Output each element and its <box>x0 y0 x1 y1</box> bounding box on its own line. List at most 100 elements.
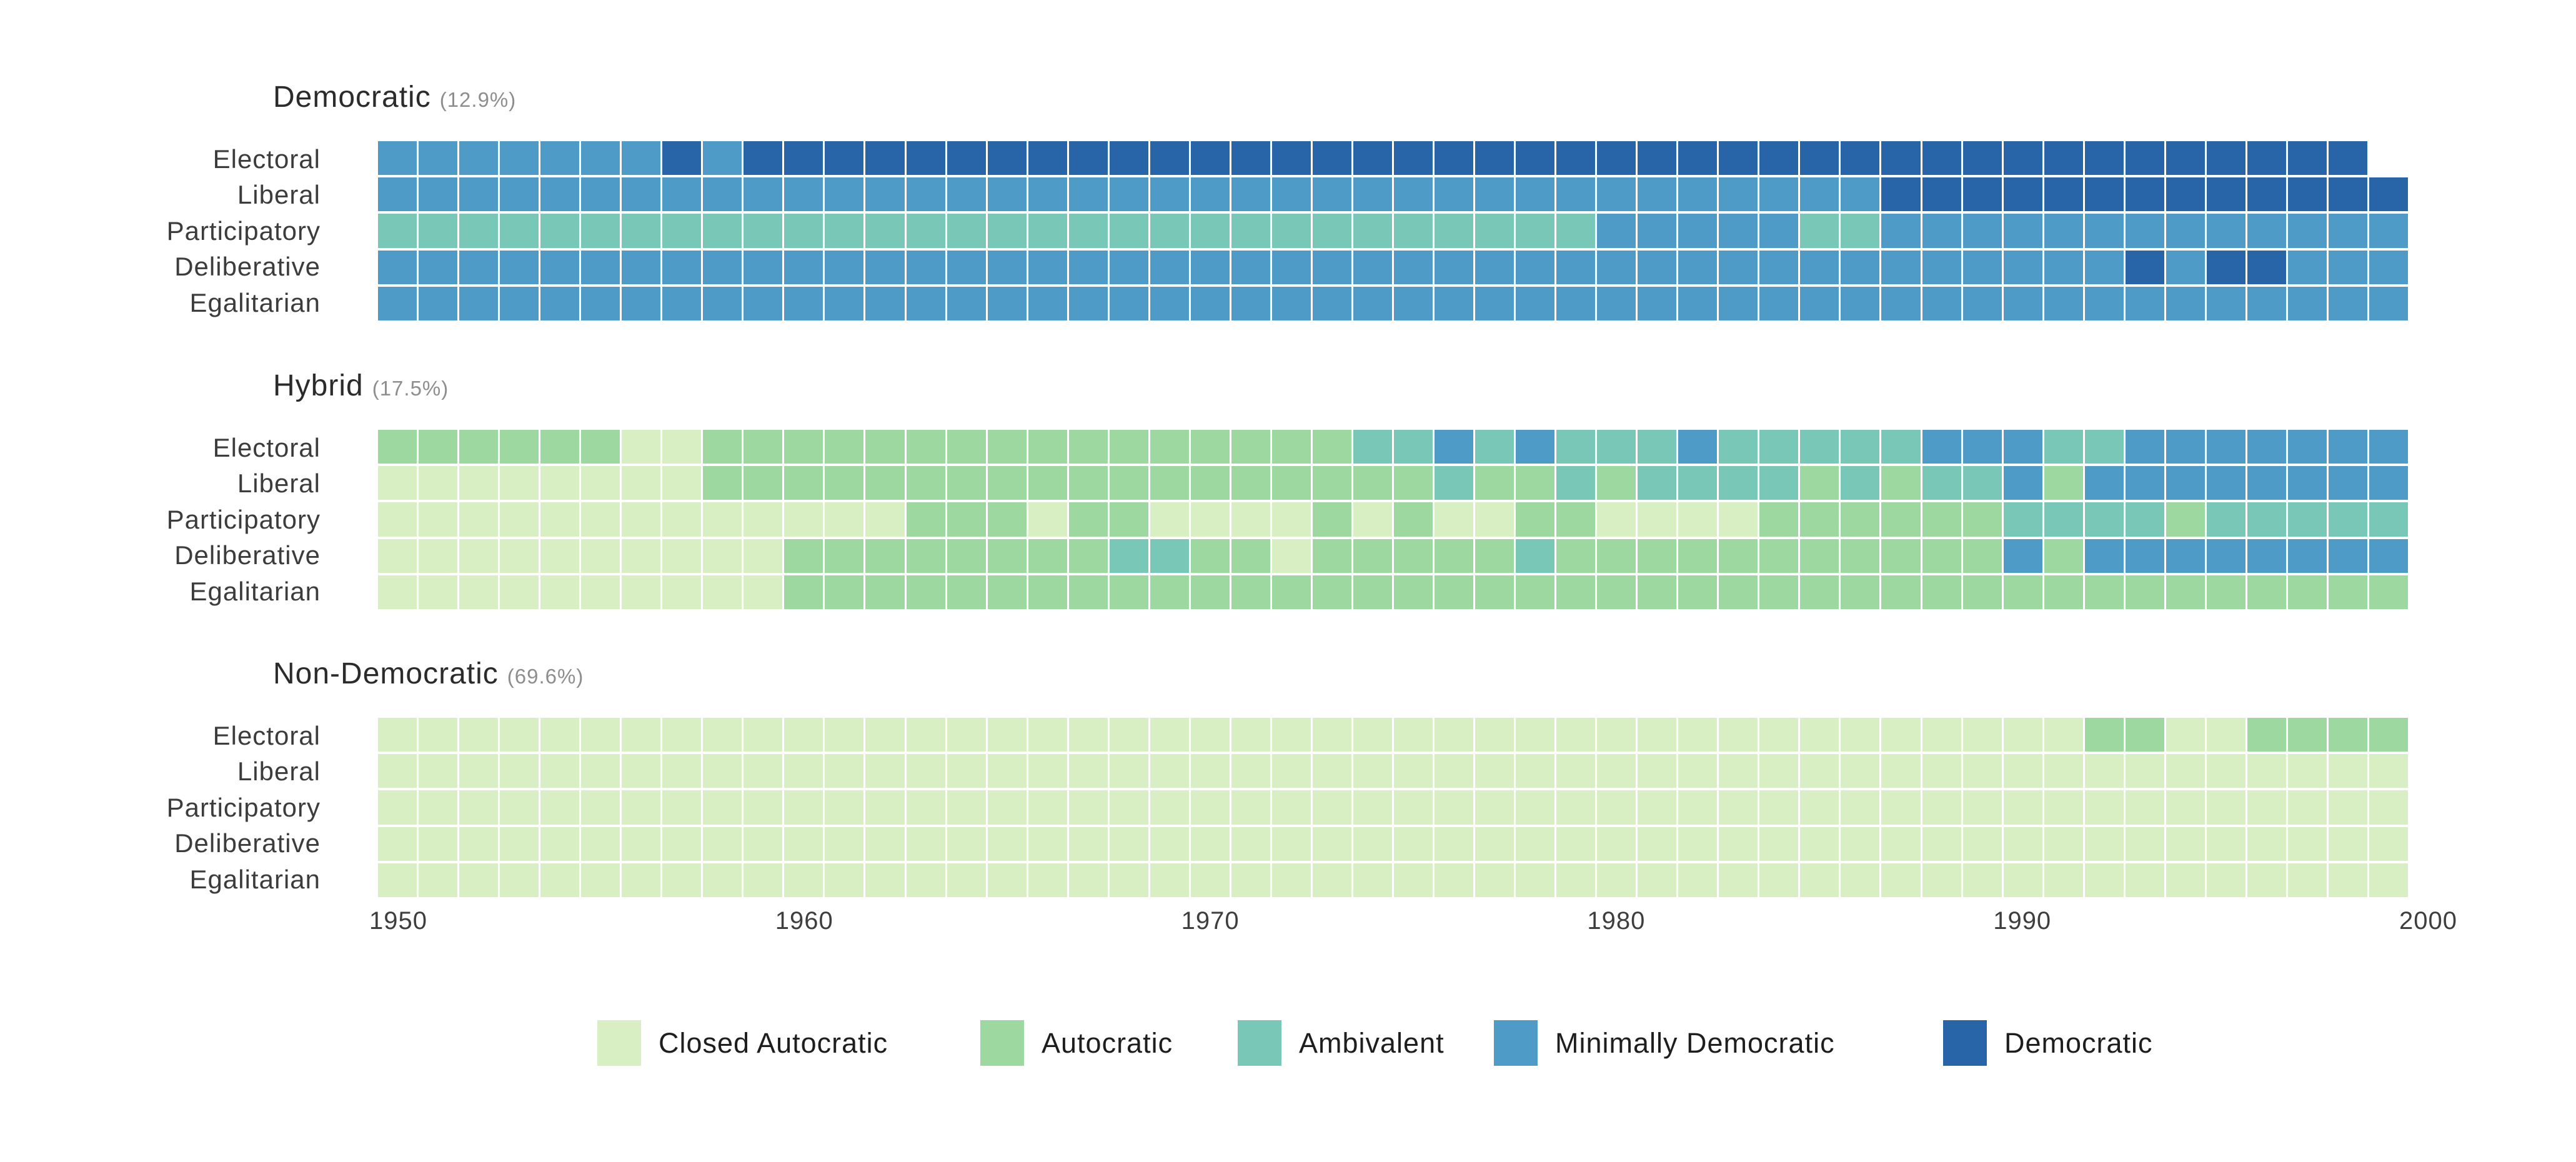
heatmap-cell <box>2084 790 2124 825</box>
heatmap-cell <box>1312 863 1351 897</box>
heatmap-cell <box>906 286 945 320</box>
heatmap-cell <box>1231 827 1270 861</box>
heatmap-cell <box>743 575 783 609</box>
heatmap-cell <box>662 863 702 897</box>
heatmap-cell <box>1719 863 1758 897</box>
heatmap-cell <box>1353 790 1392 825</box>
heatmap-cell <box>1271 539 1311 573</box>
heatmap-cell <box>1068 286 1108 320</box>
heatmap-cell <box>2369 790 2408 825</box>
heatmap-cell <box>1678 466 1718 500</box>
heatmap-cell <box>500 863 539 897</box>
heatmap-cell <box>2044 502 2083 537</box>
row-label-egalitarian: Egalitarian <box>189 864 321 894</box>
heatmap-cell <box>581 430 620 464</box>
heatmap-cell <box>459 790 499 825</box>
heatmap-cell <box>743 863 783 897</box>
heatmap-cell <box>1109 141 1148 176</box>
heatmap-cell <box>784 575 823 609</box>
heatmap-cell <box>1353 827 1392 861</box>
heatmap-cell <box>662 214 702 248</box>
heatmap-cell <box>1922 466 1961 500</box>
heatmap-cell <box>987 539 1027 573</box>
heatmap-cell <box>1678 214 1718 248</box>
heatmap-cell <box>1475 539 1514 573</box>
heatmap-cell <box>2003 250 2042 284</box>
heatmap-cell <box>1190 286 1230 320</box>
heatmap-cell <box>1109 502 1148 537</box>
heatmap-cell <box>1922 718 1961 752</box>
heatmap-cell <box>703 430 742 464</box>
heatmap-cell <box>865 177 905 212</box>
heatmap-cell <box>1028 286 1067 320</box>
heatmap-cell <box>662 827 702 861</box>
legend-swatch-ambivalent <box>1238 1020 1281 1066</box>
heatmap-cell <box>1881 466 1921 500</box>
heatmap-cell <box>1353 754 1392 788</box>
heatmap-cell <box>2247 790 2286 825</box>
heatmap-cell <box>419 539 458 573</box>
heatmap-cell <box>1475 827 1514 861</box>
heatmap-cell <box>2084 250 2124 284</box>
heatmap-cell <box>1719 790 1758 825</box>
heatmap-cell <box>1678 286 1718 320</box>
heatmap-cell <box>1435 754 1474 788</box>
heatmap-cell <box>1271 177 1311 212</box>
heatmap-cell <box>1881 250 1921 284</box>
heatmap-cell <box>459 286 499 320</box>
heatmap-cell <box>622 466 661 500</box>
heatmap-cell <box>1556 141 1596 176</box>
heatmap-cell <box>703 177 742 212</box>
heatmap-cell <box>703 286 742 320</box>
heatmap-cell <box>1435 575 1474 609</box>
heatmap-cell <box>1800 718 1839 752</box>
heatmap-cell <box>1435 286 1474 320</box>
heatmap-cell <box>865 754 905 788</box>
heatmap-cell <box>622 754 661 788</box>
heatmap-cell <box>2125 430 2164 464</box>
heatmap-cell <box>500 754 539 788</box>
heatmap-cell <box>1028 754 1067 788</box>
heatmap-cell <box>743 827 783 861</box>
heatmap-cell <box>2166 177 2205 212</box>
heatmap-cell <box>784 430 823 464</box>
row-label-participatory: Participatory <box>166 216 321 246</box>
heatmap-cell <box>1597 502 1636 537</box>
heatmap-cell <box>2166 790 2205 825</box>
heatmap-cell <box>1597 466 1636 500</box>
heatmap-cell <box>1678 141 1718 176</box>
heatmap-cell <box>1312 466 1351 500</box>
heatmap-cell <box>1271 827 1311 861</box>
heatmap-cell <box>703 466 742 500</box>
heatmap-cell <box>2328 790 2367 825</box>
heatmap-cell <box>1068 502 1108 537</box>
heatmap-cell <box>1190 790 1230 825</box>
heatmap-cell <box>2369 539 2408 573</box>
heatmap-cell <box>378 250 417 284</box>
heatmap-cell <box>662 286 702 320</box>
heatmap-cell <box>1962 466 2002 500</box>
heatmap-cell <box>825 575 864 609</box>
heatmap-cell <box>1068 430 1108 464</box>
heatmap-cell <box>1028 141 1067 176</box>
heatmap-cell <box>2125 250 2164 284</box>
heatmap-cell <box>1312 250 1351 284</box>
heatmap-cell <box>825 502 864 537</box>
heatmap-cell <box>987 430 1027 464</box>
heatmap-cell <box>459 827 499 861</box>
heatmap-cell <box>703 754 742 788</box>
heatmap-cell <box>784 141 823 176</box>
heatmap-cell <box>1150 539 1189 573</box>
heatmap-cell <box>1394 539 1433 573</box>
heatmap-cell <box>2247 718 2286 752</box>
heatmap-cell <box>2125 790 2164 825</box>
heatmap-cell <box>622 539 661 573</box>
heatmap-cell <box>2287 502 2327 537</box>
heatmap-cell <box>1353 718 1392 752</box>
heatmap-cell <box>1068 214 1108 248</box>
heatmap-cell <box>2003 430 2042 464</box>
heatmap-cell <box>2206 863 2245 897</box>
heatmap-cell <box>1150 286 1189 320</box>
heatmap-cell <box>1881 502 1921 537</box>
heatmap-cell <box>1841 141 1880 176</box>
